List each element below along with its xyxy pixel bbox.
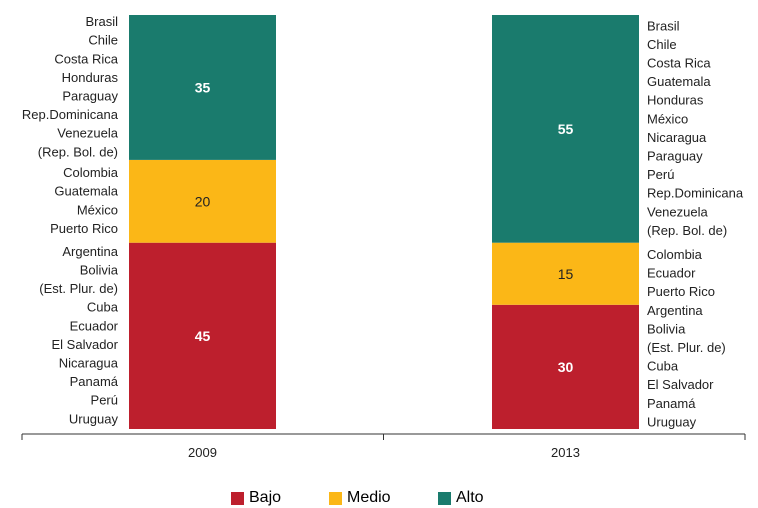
data-label-medio-2009: 20 [195, 193, 211, 209]
country-label: (Est. Plur. de) [39, 281, 118, 296]
bars-group: 45 20 35 30 15 55 [129, 15, 639, 429]
legend-swatch-medio [329, 491, 342, 505]
country-label: El Salvador [52, 337, 119, 352]
country-label: Chile [88, 33, 118, 48]
country-label: Chile [647, 37, 677, 52]
country-label: Costa Rica [647, 55, 711, 70]
country-label: Rep.Dominicana [647, 186, 744, 201]
bar-segment-medio-2013 [492, 242, 639, 305]
bar-segment-medio-2009 [129, 159, 276, 243]
country-label: Ecuador [70, 318, 119, 333]
country-label: (Rep. Bol. de) [38, 144, 118, 159]
country-label: Perú [647, 167, 674, 182]
data-label-alto-2009: 35 [195, 79, 211, 95]
legend-item-alto: Alto [438, 488, 484, 508]
data-label-bajo-2009: 45 [195, 328, 211, 344]
country-label: Panamá [70, 374, 119, 389]
country-label: Argentina [647, 303, 703, 318]
legend-swatch-bajo [231, 491, 244, 505]
country-label: Cuba [87, 300, 119, 315]
country-label: Honduras [647, 93, 704, 108]
country-label: Perú [91, 393, 118, 408]
country-label: Guatemala [647, 74, 711, 89]
bar-segment-bajo-2013 [492, 304, 639, 429]
legend-item-medio: Medio [329, 488, 391, 508]
country-label: Rep.Dominicana [22, 107, 119, 122]
country-label: Puerto Rico [50, 221, 118, 236]
country-labels-group: Argentina Bolivia (Est. Plur. de) Cuba Ecuad… [22, 14, 744, 429]
country-label: México [647, 111, 688, 126]
data-label-alto-2013: 55 [558, 121, 574, 137]
country-label: Honduras [62, 70, 119, 85]
country-label: Argentina [62, 244, 118, 259]
country-label: (Rep. Bol. de) [647, 223, 727, 238]
country-label: Bolivia [647, 321, 686, 336]
bar-segment-alto-2013 [492, 15, 639, 243]
country-label: Brasil [647, 18, 680, 33]
legend-swatch-alto [438, 491, 451, 505]
country-label: Panamá [647, 396, 696, 411]
country-label: Uruguay [69, 411, 119, 426]
country-label: Colombia [63, 165, 119, 180]
country-label: Cuba [647, 359, 679, 374]
country-label: Nicaragua [59, 355, 119, 370]
country-label: Nicaragua [647, 130, 707, 145]
data-label-medio-2013: 15 [558, 266, 574, 282]
country-label: Puerto Rico [647, 284, 715, 299]
legend-label-alto: Alto [456, 489, 484, 506]
x-axis: 2009 2013 [21, 433, 746, 460]
country-label: Colombia [647, 247, 703, 262]
country-label: Uruguay [647, 414, 697, 429]
country-label: Venezuela [647, 204, 708, 219]
country-label: México [77, 202, 118, 217]
legend-item-bajo: Bajo [231, 488, 281, 508]
country-label: Guatemala [54, 184, 118, 199]
data-label-bajo-2013: 30 [558, 359, 574, 375]
bar-segment-bajo-2009 [129, 242, 276, 429]
country-label: El Salvador [647, 377, 714, 392]
country-label: Costa Rica [54, 51, 118, 66]
country-label: Paraguay [647, 148, 703, 163]
bar-segment-alto-2009 [129, 15, 276, 160]
country-label: Bolivia [80, 262, 119, 277]
country-label: Brasil [85, 14, 118, 29]
legend: Bajo Medio Alto [0, 488, 758, 508]
country-label: Ecuador [647, 265, 696, 280]
country-label: Paraguay [62, 88, 118, 103]
x-tick-label-2013: 2013 [551, 445, 580, 460]
country-label: Venezuela [57, 126, 118, 141]
legend-label-bajo: Bajo [249, 489, 282, 506]
country-label: (Est. Plur. de) [647, 340, 726, 355]
legend-label-medio: Medio [347, 489, 391, 506]
x-tick-label-2009: 2009 [188, 445, 217, 460]
